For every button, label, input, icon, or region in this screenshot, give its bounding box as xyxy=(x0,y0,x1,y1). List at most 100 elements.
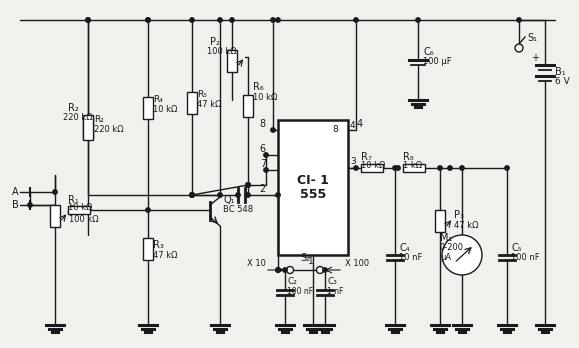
Text: 100 nF: 100 nF xyxy=(511,253,540,262)
Text: R₂: R₂ xyxy=(68,103,79,113)
Text: 1: 1 xyxy=(308,256,314,266)
Text: 4: 4 xyxy=(357,119,363,129)
Text: S₁: S₁ xyxy=(527,33,537,43)
Circle shape xyxy=(438,166,442,170)
Circle shape xyxy=(86,18,90,22)
Circle shape xyxy=(517,18,521,22)
Bar xyxy=(50,205,60,227)
Text: C₆: C₆ xyxy=(423,47,434,57)
Circle shape xyxy=(393,166,397,170)
Text: X 10: X 10 xyxy=(247,259,266,268)
Circle shape xyxy=(53,190,57,194)
Circle shape xyxy=(271,128,275,132)
Text: R₇: R₇ xyxy=(361,152,372,162)
Text: CI- 1
555: CI- 1 555 xyxy=(297,174,329,201)
Text: 220 kΩ: 220 kΩ xyxy=(63,113,93,122)
Circle shape xyxy=(283,268,287,272)
Text: 2: 2 xyxy=(260,184,266,194)
Text: R₈: R₈ xyxy=(403,152,414,162)
Bar xyxy=(243,95,253,117)
Text: R₂: R₂ xyxy=(94,115,104,124)
Circle shape xyxy=(190,193,194,197)
Text: 1 kΩ: 1 kΩ xyxy=(403,161,422,171)
Circle shape xyxy=(218,18,222,22)
Circle shape xyxy=(416,18,420,22)
Text: 6: 6 xyxy=(260,144,266,154)
Text: P₂: P₂ xyxy=(210,37,220,47)
Circle shape xyxy=(442,235,482,275)
Text: 47 kΩ: 47 kΩ xyxy=(197,100,222,109)
Circle shape xyxy=(236,193,240,197)
Text: 0-200: 0-200 xyxy=(440,244,464,253)
Circle shape xyxy=(146,208,150,212)
Text: 8: 8 xyxy=(332,126,338,134)
Circle shape xyxy=(287,267,294,274)
Circle shape xyxy=(218,193,222,197)
Text: BC 548: BC 548 xyxy=(223,206,253,214)
Circle shape xyxy=(246,183,250,187)
Bar xyxy=(68,206,90,214)
Circle shape xyxy=(246,193,250,197)
Text: C₃: C₃ xyxy=(327,277,337,286)
Text: R₅: R₅ xyxy=(197,90,207,99)
Circle shape xyxy=(264,153,268,157)
Text: B: B xyxy=(12,200,19,210)
Circle shape xyxy=(264,168,268,172)
Circle shape xyxy=(190,193,194,197)
Bar xyxy=(278,120,348,255)
Circle shape xyxy=(276,18,280,22)
Circle shape xyxy=(515,44,523,52)
Text: A: A xyxy=(12,187,19,197)
Text: 1 nF: 1 nF xyxy=(327,287,343,296)
Text: M₁: M₁ xyxy=(440,233,452,243)
Circle shape xyxy=(505,166,509,170)
Text: R₆: R₆ xyxy=(253,82,264,92)
Text: R₃: R₃ xyxy=(153,240,164,250)
Circle shape xyxy=(271,18,275,22)
Circle shape xyxy=(230,18,234,22)
Text: 6 V: 6 V xyxy=(555,78,570,87)
Text: 10 kΩ: 10 kΩ xyxy=(68,204,93,213)
Text: 3: 3 xyxy=(350,158,356,166)
Circle shape xyxy=(190,18,194,22)
Text: C₂: C₂ xyxy=(287,277,297,286)
Text: P₃: P₃ xyxy=(454,210,464,220)
Bar xyxy=(187,92,197,113)
Text: C₄: C₄ xyxy=(399,243,409,253)
Text: C₅: C₅ xyxy=(511,243,522,253)
Text: 47 kΩ: 47 kΩ xyxy=(454,221,478,229)
Text: 4: 4 xyxy=(350,120,356,129)
Circle shape xyxy=(460,166,464,170)
Circle shape xyxy=(448,166,452,170)
Circle shape xyxy=(354,18,358,22)
Text: 10 kΩ: 10 kΩ xyxy=(361,161,386,171)
Circle shape xyxy=(246,183,250,187)
Circle shape xyxy=(246,183,250,187)
Text: 100 μF: 100 μF xyxy=(423,57,452,66)
Text: S₂: S₂ xyxy=(300,253,310,263)
Circle shape xyxy=(323,268,327,272)
Circle shape xyxy=(146,18,150,22)
Bar xyxy=(143,238,153,260)
Text: 100 nF: 100 nF xyxy=(287,287,313,296)
Text: μA: μA xyxy=(440,253,451,262)
Text: 100 kΩ: 100 kΩ xyxy=(207,47,237,56)
Circle shape xyxy=(86,18,90,22)
Bar xyxy=(83,115,93,140)
Circle shape xyxy=(276,268,280,272)
Text: 10 kΩ: 10 kΩ xyxy=(253,93,277,102)
Circle shape xyxy=(28,203,32,207)
Circle shape xyxy=(396,166,400,170)
Text: 10 nF: 10 nF xyxy=(399,253,422,262)
Text: P₁: P₁ xyxy=(69,205,79,215)
Circle shape xyxy=(276,193,280,197)
Text: B₁: B₁ xyxy=(555,67,566,77)
Text: 220 kΩ: 220 kΩ xyxy=(94,125,124,134)
Text: +: + xyxy=(531,53,539,63)
Bar xyxy=(361,164,383,172)
Circle shape xyxy=(276,268,280,272)
Bar xyxy=(143,96,153,119)
Text: Q₁: Q₁ xyxy=(223,195,234,205)
Text: 7: 7 xyxy=(260,159,266,169)
Bar xyxy=(403,164,425,172)
